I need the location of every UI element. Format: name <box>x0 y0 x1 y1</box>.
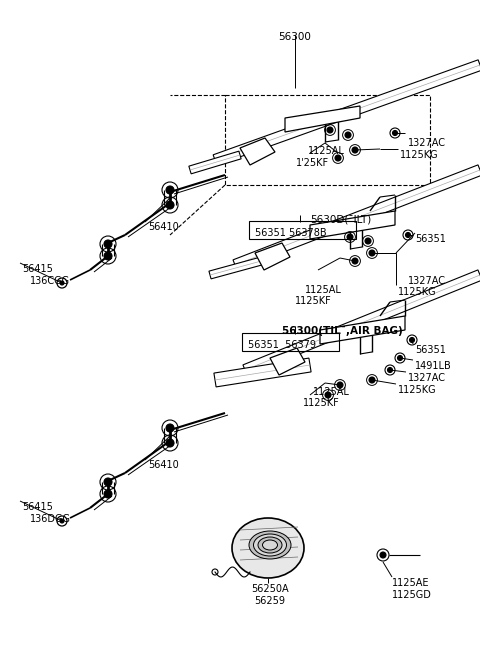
Circle shape <box>352 147 358 153</box>
Circle shape <box>104 490 112 498</box>
Text: 56250A: 56250A <box>251 584 289 594</box>
Circle shape <box>60 519 64 523</box>
Circle shape <box>104 252 112 260</box>
Text: 1125AL: 1125AL <box>308 146 345 156</box>
Ellipse shape <box>263 540 277 550</box>
Circle shape <box>369 377 375 383</box>
Text: 1'25KF: 1'25KF <box>296 158 329 168</box>
Polygon shape <box>285 106 360 132</box>
Text: 1125KF: 1125KF <box>303 398 340 408</box>
Text: 1125KF: 1125KF <box>295 296 332 306</box>
Text: 1125KG: 1125KG <box>398 287 437 297</box>
Text: 56300(TIL¯,AIR BAG): 56300(TIL¯,AIR BAG) <box>282 326 403 336</box>
Circle shape <box>104 478 112 486</box>
Text: 56415: 56415 <box>22 502 53 512</box>
Text: 1125AL: 1125AL <box>313 387 350 397</box>
Circle shape <box>166 439 174 447</box>
Text: 56351  56379: 56351 56379 <box>248 340 316 350</box>
Text: 56415: 56415 <box>22 264 53 274</box>
Text: 1327AC: 1327AC <box>408 276 446 286</box>
Text: 136DGG: 136DGG <box>30 514 71 524</box>
Text: 5630D(¯ILT): 5630D(¯ILT) <box>310 215 371 225</box>
Circle shape <box>337 382 343 388</box>
Text: 1125KG: 1125KG <box>398 385 437 395</box>
Ellipse shape <box>232 518 304 578</box>
Polygon shape <box>213 60 480 165</box>
Ellipse shape <box>253 534 287 556</box>
Circle shape <box>327 127 333 133</box>
Circle shape <box>397 355 403 361</box>
Circle shape <box>166 201 174 209</box>
Text: 56300: 56300 <box>278 32 312 42</box>
Circle shape <box>345 132 351 138</box>
Circle shape <box>347 234 353 240</box>
Circle shape <box>409 338 415 342</box>
Circle shape <box>104 240 112 248</box>
Polygon shape <box>233 165 480 270</box>
Circle shape <box>365 238 371 244</box>
Text: 56259: 56259 <box>254 596 286 606</box>
Ellipse shape <box>249 531 291 559</box>
Text: 1327AC: 1327AC <box>408 373 446 383</box>
Circle shape <box>387 367 393 373</box>
Circle shape <box>60 281 64 285</box>
Polygon shape <box>243 270 480 375</box>
Text: 1491LB: 1491LB <box>415 361 452 371</box>
Circle shape <box>406 233 410 237</box>
Circle shape <box>393 131 397 135</box>
Text: 1125AL: 1125AL <box>305 285 342 295</box>
Polygon shape <box>270 348 305 375</box>
Ellipse shape <box>258 537 282 553</box>
Text: 1327AC: 1327AC <box>408 138 446 148</box>
Text: 1125AE: 1125AE <box>392 578 430 588</box>
Circle shape <box>380 552 386 558</box>
Polygon shape <box>310 211 395 239</box>
Circle shape <box>166 186 174 194</box>
Circle shape <box>335 155 341 161</box>
Text: 56351: 56351 <box>415 234 446 244</box>
Text: 56410: 56410 <box>148 460 179 470</box>
Text: 56410: 56410 <box>148 222 179 232</box>
Polygon shape <box>240 138 275 165</box>
Polygon shape <box>320 316 405 344</box>
Circle shape <box>369 250 375 256</box>
Text: 56351 56378B: 56351 56378B <box>255 228 326 238</box>
Circle shape <box>325 392 331 398</box>
Polygon shape <box>209 256 266 279</box>
Polygon shape <box>255 243 290 270</box>
Circle shape <box>166 424 174 432</box>
Circle shape <box>352 258 358 264</box>
Text: 1125GD: 1125GD <box>392 590 432 600</box>
Text: 1125KG: 1125KG <box>400 150 439 160</box>
Text: 56351: 56351 <box>415 345 446 355</box>
Polygon shape <box>214 358 311 387</box>
Text: 136CGG: 136CGG <box>30 276 70 286</box>
Polygon shape <box>189 151 241 174</box>
